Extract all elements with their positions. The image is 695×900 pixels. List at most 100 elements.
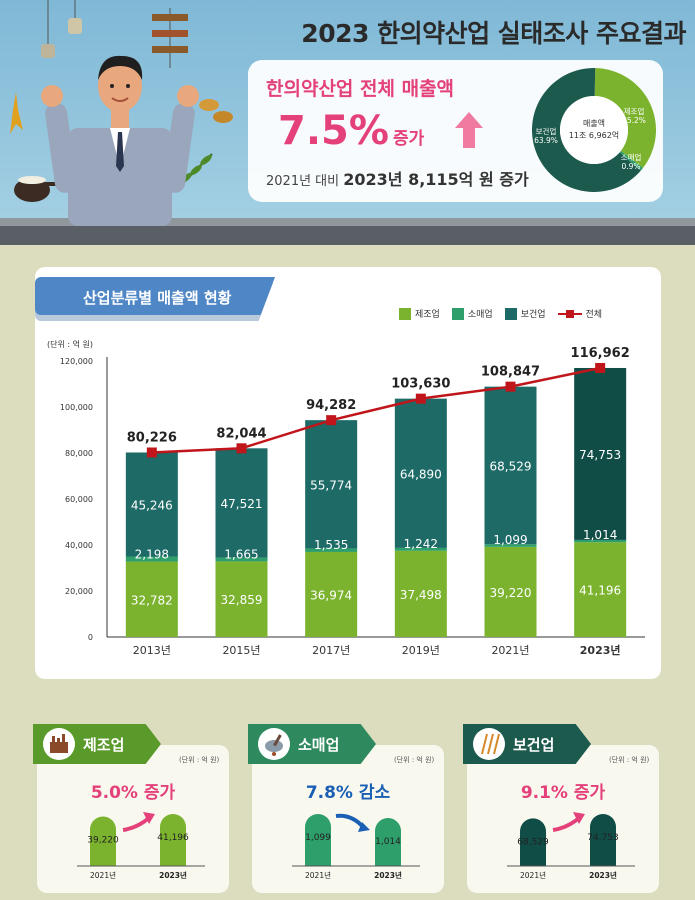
mini-headline: 7.8% 감소 (305, 783, 391, 803)
donut-pct-제조업: 35.2% (622, 116, 646, 125)
bar-소매업-2019년 (394, 547, 447, 551)
donut-pct-보건업: 63.9% (534, 136, 558, 145)
donut-slice-보건업 (532, 68, 641, 192)
arrow-head (143, 812, 155, 824)
bar-label-retail: 1,242 (404, 537, 438, 551)
y-tick-label: 80,000 (65, 449, 93, 458)
chart-card: 산업분류별 매출액 현황 제조업 소매업 보건업 전체 (단위 : 억 원) 0 20,0… (35, 267, 661, 679)
mini-bar-chart: 68,529 2021년 74,753 2023년 (507, 812, 635, 880)
bar-label-manufacturing: 41,196 (579, 584, 621, 598)
page-title: 2023 한의약산업 실태조사 주요결과 (301, 19, 686, 48)
bar-제조업-2015년 (215, 561, 268, 637)
bar-label-retail: 1,014 (583, 528, 617, 542)
mini-year-label: 2021년 (520, 870, 546, 880)
y-unit-label: (단위 : 억 원) (47, 339, 93, 349)
acupuncture-icon (473, 728, 505, 760)
total-label: 116,962 (571, 346, 630, 361)
bar-label-health: 55,774 (310, 478, 352, 492)
total-label: 108,847 (481, 365, 540, 380)
y-tick-label: 40,000 (65, 541, 93, 550)
presenter-illustration (41, 55, 199, 226)
mini-bar (160, 814, 186, 866)
summary-percent-suffix: 증가 (393, 129, 425, 149)
bar-보건업-2015년 (215, 448, 268, 558)
legend-item-소매업: 소매업 (451, 307, 493, 320)
stacked-bar-chart: (단위 : 억 원) 0 20,000 40,000 60,000 80,000 100,0… (47, 339, 645, 657)
chart-legend: 제조업 소매업 보건업 전체 (399, 307, 602, 320)
total-point (236, 443, 247, 454)
bar-label-retail: 1,099 (493, 533, 527, 547)
bar-label-health: 74,753 (579, 448, 621, 462)
donut-pct-소매업: 0.9% (621, 162, 640, 171)
total-point (595, 362, 606, 373)
total-label: 80,226 (127, 430, 177, 445)
legend-label: 보건업 (520, 310, 546, 320)
legend-line-marker (557, 309, 582, 318)
bar-label-health: 47,521 (221, 497, 263, 511)
bar-보건업-2019년 (394, 398, 447, 548)
herbal-pot-icon (14, 176, 60, 202)
bar-제조업-2017년 (305, 551, 358, 637)
bar-label-manufacturing: 36,974 (310, 588, 352, 602)
mini-year-label: 2021년 (305, 870, 331, 880)
mini-panel-제조업 (37, 745, 229, 893)
bar-보건업-2013년 (125, 452, 178, 557)
mini-bar (375, 818, 401, 866)
mortar-pestle-icon (258, 728, 290, 760)
bar-보건업-2023년 (574, 367, 627, 540)
donut-center-label: 매출액 (583, 118, 605, 128)
bar-label-health: 64,890 (400, 467, 442, 481)
floor-highlight (0, 218, 695, 226)
y-tick-label: 0 (88, 633, 93, 642)
mini-bar-label: 74,753 (587, 833, 619, 843)
factory-icon (43, 728, 75, 760)
mini-bar (520, 818, 546, 866)
mini-bar-chart: 39,220 2021년 41,196 2023년 (77, 812, 205, 880)
bar-label-health: 45,246 (131, 499, 173, 513)
mini-headline: 5.0% 증가 (90, 783, 176, 803)
mini-bar-chart: 1,099 2021년 1,014 2023년 (292, 813, 420, 880)
bar-label-manufacturing: 32,859 (221, 593, 263, 607)
total-label: 94,282 (306, 398, 356, 413)
decrease-arrow-icon (335, 813, 366, 830)
bar-보건업-2017년 (305, 420, 358, 549)
increase-arrow-icon (552, 816, 581, 832)
mini-bar-label: 1,099 (305, 833, 331, 843)
y-tick-label: 120,000 (60, 357, 93, 366)
summary-detail: 2021년 대비 2023년 8,115억 원 증가 (266, 166, 529, 190)
bar-소매업-2015년 (215, 557, 268, 562)
mini-bar-label: 39,220 (87, 835, 119, 845)
bar-제조업-2013년 (125, 561, 178, 637)
donut-slice-제조업 (594, 68, 656, 169)
x-tick-label: 2021년 (491, 644, 529, 657)
x-tick-label: 2013년 (133, 644, 171, 657)
arrow-head (573, 812, 585, 824)
y-tick-label: 100,000 (60, 403, 93, 412)
bar-보건업-2021년 (484, 386, 537, 545)
legend-item-전체: 전체 (557, 307, 602, 320)
mini-bar-label: 68,529 (517, 837, 549, 847)
total-label: 82,044 (216, 426, 266, 441)
donut-label-소매업: 소매업 (621, 153, 642, 162)
mini-year-label: 2021년 (90, 870, 116, 880)
coin-herb-icon (199, 99, 233, 123)
mini-year-label: 2023년 (159, 870, 187, 880)
total-line (151, 366, 601, 454)
bar-label-health: 68,529 (490, 459, 532, 473)
mini-bar (305, 814, 331, 866)
ginseng-icon (10, 92, 23, 134)
legend-swatch (399, 307, 411, 320)
increase-arrow-icon (122, 816, 151, 832)
bar-label-retail: 1,665 (224, 547, 258, 561)
bar-label-manufacturing: 39,220 (490, 586, 532, 600)
mini-bar-label: 41,196 (157, 833, 189, 843)
mini-headline: 9.1% 증가 (520, 783, 606, 803)
bar-제조업-2019년 (394, 550, 447, 637)
summary-detail-prefix: 2021년 대비 (266, 174, 340, 189)
hanging-lamp-icon (41, 0, 82, 58)
mini-bar (590, 814, 616, 866)
legend-swatch (451, 307, 464, 320)
total-point (415, 393, 426, 404)
mini-unit-label: (단위 : 억 원) (609, 756, 650, 764)
donut-slice-소매업 (619, 150, 643, 171)
